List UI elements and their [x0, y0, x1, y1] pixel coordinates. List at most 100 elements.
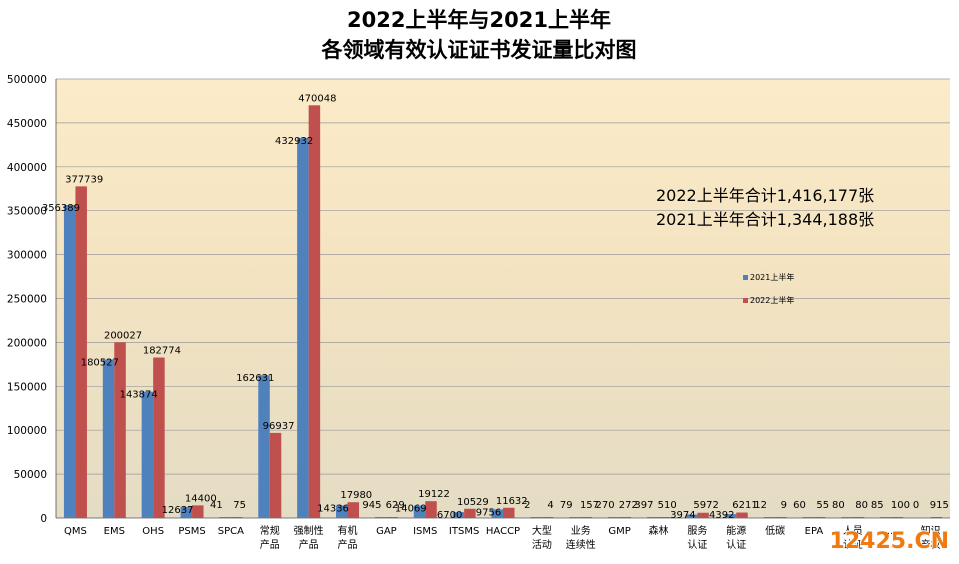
- x-category-label: 业务: [571, 524, 591, 537]
- data-label: 85: [871, 500, 884, 511]
- bar-2021: [63, 205, 76, 518]
- data-label: 143874: [120, 390, 158, 401]
- bar-2021: [569, 517, 581, 518]
- bar-2022: [192, 505, 204, 518]
- x-category-label: 人员: [843, 525, 863, 537]
- bar-2022: [425, 501, 437, 518]
- bar-2021: [219, 517, 231, 518]
- data-label: 272: [619, 500, 638, 511]
- x-category-label: 活动: [532, 539, 552, 551]
- legend-label: 2022上半年: [750, 295, 794, 305]
- data-label: 14400: [185, 493, 217, 504]
- bar-2022: [813, 517, 826, 518]
- data-label: 356389: [42, 203, 80, 214]
- data-label: 377739: [65, 174, 103, 185]
- bar-2022: [619, 517, 632, 518]
- x-category-label: 知识: [921, 524, 941, 537]
- x-category-label: QMS: [64, 526, 87, 537]
- data-label: 4: [547, 500, 553, 511]
- data-label: 12637: [162, 505, 194, 516]
- data-label: 14336: [317, 503, 349, 514]
- x-category-label: SPCA: [218, 526, 244, 537]
- bar-2022: [386, 517, 398, 518]
- data-label: 470048: [298, 93, 336, 104]
- chart-title-line: 2022上半年与2021上半年: [347, 8, 611, 32]
- bar-2022: [930, 517, 943, 518]
- data-label: 10529: [457, 497, 489, 508]
- data-label: 55: [816, 500, 829, 511]
- y-tick-label: 400000: [7, 162, 47, 174]
- data-label: 41: [210, 500, 223, 511]
- bar-2021: [336, 505, 348, 518]
- data-label: 157: [580, 500, 599, 511]
- data-label: 0: [913, 500, 919, 511]
- x-category-label: GAP: [376, 526, 397, 537]
- bar-2022: [75, 186, 87, 518]
- data-label: 6211: [732, 500, 757, 511]
- data-label: 100: [891, 500, 910, 511]
- data-label: 9756: [476, 507, 501, 518]
- bars: [63, 105, 943, 519]
- y-tick-label: 500000: [7, 74, 47, 86]
- bar-2021: [724, 514, 737, 518]
- data-label: 14069: [395, 504, 427, 515]
- x-category-label: 服务: [687, 524, 707, 537]
- data-label: 510: [658, 500, 677, 511]
- x-category-label: 能源: [726, 524, 746, 537]
- bar-2021: [685, 514, 698, 518]
- data-label: 915: [930, 500, 949, 511]
- bar-2021: [491, 509, 503, 518]
- x-category-label: ISMS: [413, 526, 437, 537]
- bar-2021: [763, 517, 776, 518]
- x-category-label: HACCP: [486, 526, 520, 537]
- data-label: 96937: [263, 421, 295, 432]
- bar-2022: [736, 512, 748, 518]
- gridlines: [55, 78, 950, 519]
- x-category-label: EMS: [104, 526, 125, 537]
- legend-label: 2021上半年: [750, 272, 794, 282]
- bar-2021: [608, 517, 620, 518]
- bar-2022: [114, 342, 126, 518]
- total-annotation: 2021上半年合计1,344,188张: [656, 210, 874, 229]
- chart-title-line: 各领域有效认证证书发证量比对图: [321, 38, 637, 62]
- bar-2021: [646, 517, 659, 518]
- bar-2021: [258, 375, 270, 518]
- bar-2022: [891, 517, 904, 518]
- data-label: 2: [524, 500, 530, 511]
- data-label: 11632: [496, 496, 528, 507]
- data-label: 162631: [236, 373, 274, 384]
- x-category-label: 常规: [260, 524, 280, 537]
- x-category-label: 有机: [338, 524, 358, 537]
- x-category-label: 低碳: [765, 524, 785, 537]
- bar-2022: [308, 105, 321, 519]
- bar-2022: [230, 517, 243, 518]
- data-label: 12: [754, 500, 767, 511]
- y-tick-label: 300000: [7, 250, 47, 262]
- data-label: 5972: [693, 500, 718, 511]
- data-label: 80: [855, 500, 868, 511]
- x-category-label: 认证: [687, 538, 707, 551]
- data-label: 9: [781, 500, 787, 511]
- x-category-label: 产权: [921, 538, 941, 551]
- x-category-label: GMP: [608, 526, 630, 537]
- data-labels: 356389 377739 180527 200027 143874 182774 1263…: [42, 93, 949, 521]
- bar-2022: [775, 517, 787, 518]
- x-category-label: 产品: [299, 538, 319, 551]
- x-category-label: 大型: [532, 524, 552, 537]
- y-tick-label: 150000: [7, 381, 47, 393]
- x-category-label: 强制性: [294, 524, 324, 537]
- totals-annotation: 2022上半年合计1,416,177张 2021上半年合计1,344,188张: [656, 186, 874, 229]
- data-label: 432932: [275, 136, 313, 147]
- bar-2021: [841, 517, 853, 518]
- bar-2021: [102, 359, 115, 518]
- legend-swatch: [743, 275, 748, 280]
- x-category-label: EPA: [805, 526, 824, 537]
- y-tick-label: 50000: [14, 469, 47, 481]
- data-label: 19122: [418, 489, 450, 500]
- bar-2021: [180, 506, 193, 518]
- bar-2021: [141, 391, 154, 518]
